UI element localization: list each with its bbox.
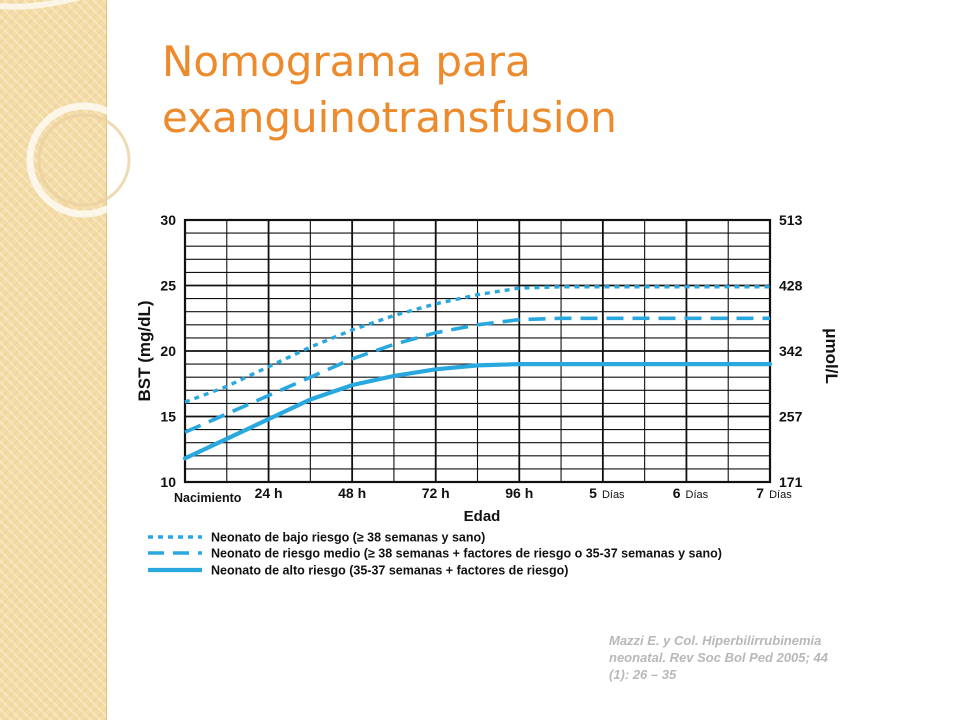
y-tick-label: 25 xyxy=(160,278,176,294)
citation-line-3: (1): 26 – 35 xyxy=(609,667,677,682)
y-tick-label: 20 xyxy=(160,343,176,359)
slide-title: Nomograma para exanguinotransfusion xyxy=(162,34,862,146)
legend-label: Neonato de alto riesgo (35-37 semanas + … xyxy=(211,564,568,578)
x-tick-label: 6 Días xyxy=(673,485,709,501)
chart-axes: 30 25 20 15 10 513 428 342 257 171 Nacimiento 24 h 4… xyxy=(135,212,841,525)
x-tick-value: 96 h xyxy=(505,485,533,501)
x-tick-unit: Días xyxy=(602,489,625,501)
x-tick-label: 5 Días xyxy=(589,485,625,501)
x-tick-value: 7 xyxy=(756,485,764,501)
y2-tick-label: 342 xyxy=(779,343,803,359)
x-tick-value: 6 xyxy=(673,485,681,501)
x-tick-label: 7 Días xyxy=(756,485,792,501)
x-tick-value: 24 h xyxy=(255,485,283,501)
y-tick-label: 30 xyxy=(160,212,176,228)
x-tick-label: Nacimiento xyxy=(174,491,242,505)
chart-series xyxy=(182,285,773,461)
x-tick-unit: Días xyxy=(769,489,792,501)
y2-tick-label: 171 xyxy=(779,474,803,490)
x-tick-label: 72 h xyxy=(422,485,450,501)
series-line-solid xyxy=(182,362,773,461)
y2-axis-title: μmol/L xyxy=(822,328,841,384)
x-tick-label: 48 h xyxy=(338,485,366,501)
chart-grid xyxy=(183,218,772,484)
y-tick-label: 10 xyxy=(160,474,176,490)
y2-tick-label: 257 xyxy=(779,409,803,425)
x-tick-label: 96 h xyxy=(505,485,533,501)
series-line-dashed xyxy=(184,316,770,434)
decorative-rings xyxy=(0,0,142,218)
series-line-dotted xyxy=(184,285,770,404)
x-tick-value: 5 xyxy=(589,485,597,501)
citation-line-1: Mazzi E. y Col. Hiperbilirrubinemia xyxy=(609,633,822,648)
source-citation: Mazzi E. y Col. Hiperbilirrubinemia neon… xyxy=(609,632,909,683)
x-axis-title: Edad xyxy=(464,508,501,525)
x-tick-unit: Días xyxy=(686,489,709,501)
chart-legend: Neonato de bajo riesgo (≥ 38 semanas y s… xyxy=(148,531,722,578)
x-tick-label: 24 h xyxy=(255,485,283,501)
legend-label: Neonato de bajo riesgo (≥ 38 semanas y s… xyxy=(211,531,485,545)
x-tick-value: 72 h xyxy=(422,485,450,501)
y2-tick-label: 513 xyxy=(779,212,803,228)
x-tick-value: 48 h xyxy=(338,485,366,501)
y-tick-label: 15 xyxy=(160,409,176,425)
citation-line-2: neonatal. Rev Soc Bol Ped 2005; 44 xyxy=(609,650,828,665)
legend-label: Neonato de riesgo medio (≥ 38 semanas + … xyxy=(211,547,722,561)
plot-frame xyxy=(183,218,772,484)
title-line-2: exanguinotransfusion xyxy=(162,93,617,142)
y2-tick-label: 428 xyxy=(779,278,803,294)
title-line-1: Nomograma para xyxy=(162,37,531,86)
y-axis-title: BST (mg/dL) xyxy=(135,300,154,401)
